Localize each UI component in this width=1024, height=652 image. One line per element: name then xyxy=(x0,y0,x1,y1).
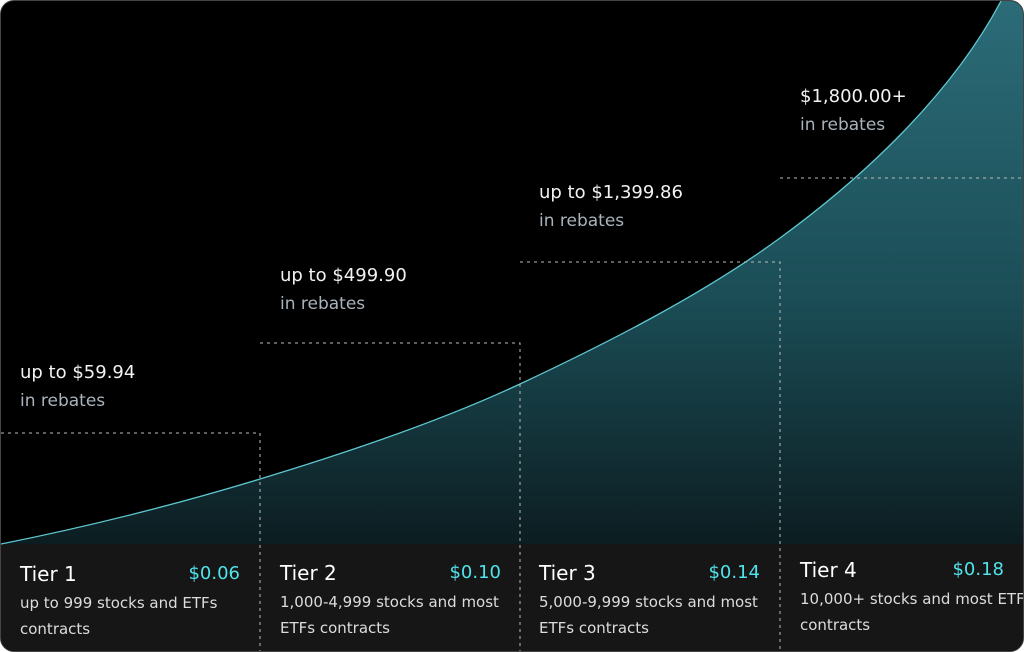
rebate-amount: up to $59.94 xyxy=(20,362,136,383)
rebate-note: in rebates xyxy=(800,115,886,135)
tier-description: 10,000+ stocks and most ETFs contracts xyxy=(800,590,1024,634)
tier-price: $0.10 xyxy=(449,562,501,583)
rebate-amount: up to $1,399.86 xyxy=(539,182,683,203)
bottom-band xyxy=(1,544,1023,651)
tier-name: Tier 4 xyxy=(800,558,857,582)
tier-name: Tier 2 xyxy=(280,561,337,585)
tier-description: up to 999 stocks and ETFs contracts xyxy=(20,594,218,638)
tier-price: $0.14 xyxy=(708,562,760,583)
tier-price: $0.18 xyxy=(952,559,1004,580)
tier-description: 1,000-4,999 stocks and most ETFs contrac… xyxy=(280,593,499,637)
rebate-amount: up to $499.90 xyxy=(280,265,407,286)
tier-name: Tier 3 xyxy=(539,561,596,585)
rebate-note: in rebates xyxy=(280,294,366,314)
tier-guides xyxy=(1,177,1023,651)
growth-area xyxy=(1,1,1023,544)
rebate-note: in rebates xyxy=(539,211,625,231)
tier-price: $0.06 xyxy=(188,563,240,584)
rebate-amount: $1,800.00+ xyxy=(800,86,907,107)
tier-name: Tier 1 xyxy=(20,562,77,586)
growth-curve xyxy=(1,1,1002,545)
rebate-note: in rebates xyxy=(20,391,106,411)
tier-description: 5,000-9,999 stocks and most ETFs contrac… xyxy=(539,593,758,637)
